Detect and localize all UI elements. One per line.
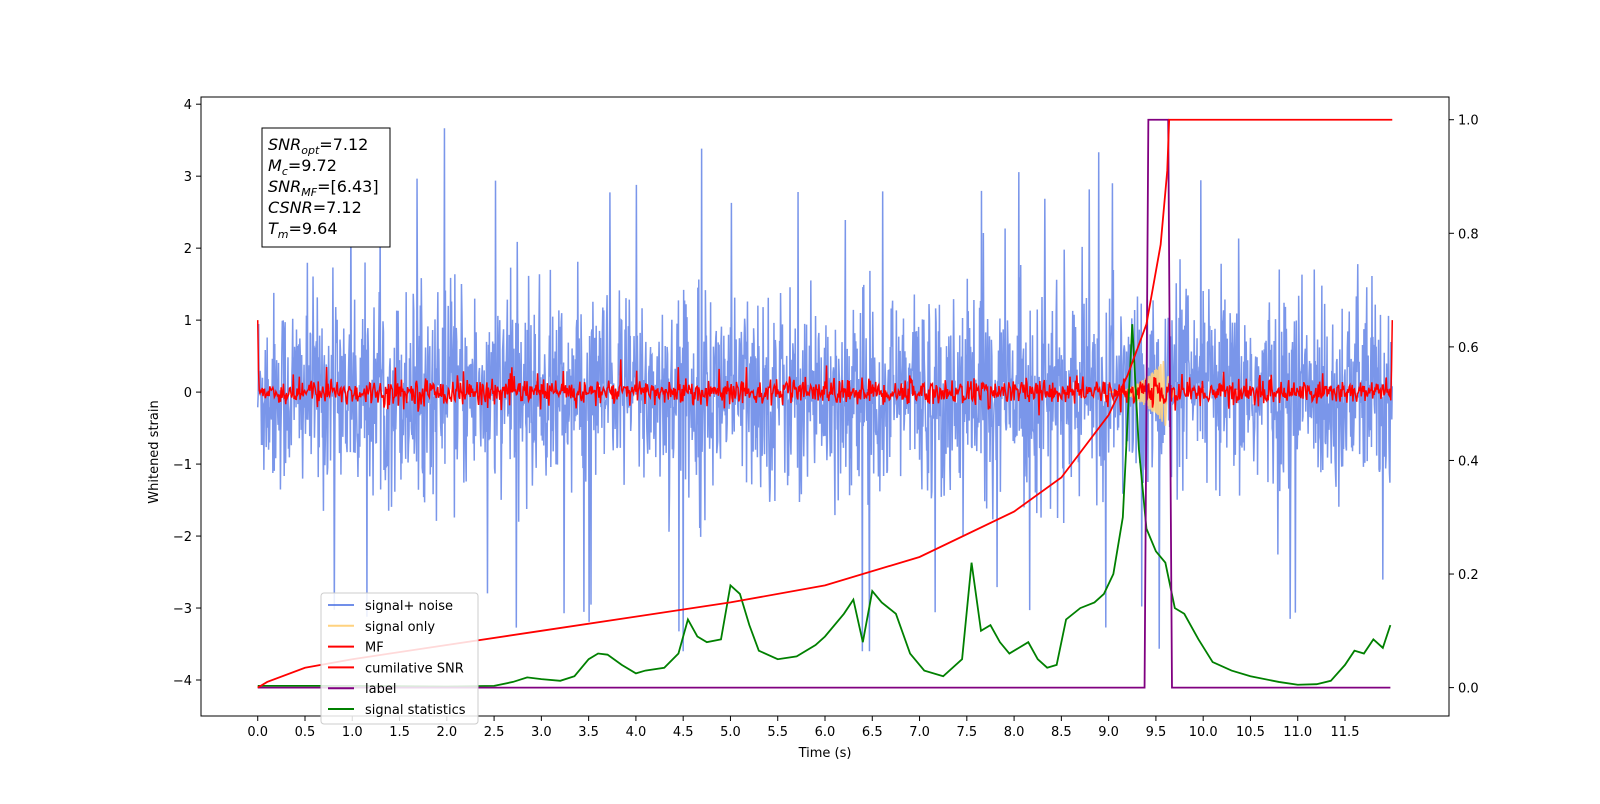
- x-tick-label: 10.5: [1236, 725, 1265, 740]
- x-tick-label: 0.0: [247, 725, 268, 740]
- stats-symbol: SNR: [268, 177, 301, 196]
- x-tick-label: 5.5: [767, 725, 788, 740]
- stats-symbol: T: [268, 219, 279, 238]
- legend-frame: [320, 592, 479, 725]
- stats-value: =9.72: [288, 156, 337, 175]
- stats-annotation-box: SNRopt=7.12Mc=9.72SNRMF=[6.43]CSNR=7.12T…: [261, 127, 391, 248]
- x-tick-label: 10.0: [1189, 725, 1218, 740]
- legend-label: MF: [365, 641, 384, 656]
- x-tick-label: 3.0: [531, 725, 552, 740]
- x-tick-label: 1.5: [389, 725, 410, 740]
- y-left-tick-label: −4: [173, 674, 192, 689]
- y-right-tick-label: 1.0: [1458, 114, 1479, 129]
- x-tick-label: 3.5: [578, 725, 599, 740]
- y-left-tick-label: −3: [173, 602, 192, 617]
- stats-value: =9.64: [289, 219, 338, 238]
- y-right-tick-label: 0.4: [1458, 454, 1479, 469]
- axes-layer: 0.0 0.5 1.0 1.5 2.0 2.5 3.0 3.5 4.0 4.5 5.0 5.5 6.0 6…: [173, 96, 1479, 740]
- stats-row: Mc=9.72: [268, 156, 337, 178]
- x-tick-label: 4.0: [626, 725, 647, 740]
- stats-symbol: M: [268, 156, 282, 175]
- plot-layer: [256, 118, 1394, 689]
- x-tick-label: 7.5: [956, 725, 977, 740]
- y-right-tick-label: 0.0: [1458, 682, 1479, 697]
- stats-row: CSNR=7.12: [268, 198, 362, 217]
- y-right-tick-label: 0.6: [1458, 341, 1479, 356]
- stats-row: Tm=9.64: [268, 219, 338, 241]
- y-right-tick-label: 0.2: [1458, 568, 1479, 583]
- y-left-tick-label: 0: [184, 386, 192, 401]
- stats-subscript: opt: [301, 144, 320, 157]
- x-tick-label: 6.5: [862, 725, 883, 740]
- x-tick-label: 5.0: [720, 725, 741, 740]
- legend-label: cumilative SNR: [365, 661, 464, 676]
- y-right-tick-label: 0.8: [1458, 227, 1479, 242]
- y-left-tick-label: −1: [173, 458, 192, 473]
- y-left-tick-label: −2: [173, 530, 192, 545]
- y-left-tick-label: 4: [184, 98, 192, 113]
- y-left-tick-label: 3: [184, 170, 192, 185]
- x-tick-label: 6.0: [815, 725, 836, 740]
- y-left-tick-label: 1: [184, 314, 192, 329]
- y-left-tick-label: 2: [184, 242, 192, 257]
- x-axis-label: Time (s): [798, 746, 852, 761]
- x-tick-label: 0.5: [295, 725, 316, 740]
- x-tick-label: 4.5: [673, 725, 694, 740]
- series-label-line: [257, 118, 1391, 689]
- legend-label: signal statistics: [365, 703, 466, 718]
- legend-label: label: [365, 682, 396, 697]
- stats-symbol: CSNR: [268, 198, 313, 217]
- x-tick-label: 9.5: [1146, 725, 1167, 740]
- x-tick-label: 7.0: [909, 725, 930, 740]
- stats-subscript: m: [278, 228, 289, 241]
- stats-box-frame: [261, 127, 391, 248]
- x-tick-label: 2.5: [484, 725, 505, 740]
- x-tick-label: 8.5: [1051, 725, 1072, 740]
- legend-label: signal only: [365, 620, 435, 635]
- x-tick-label: 11.0: [1283, 725, 1312, 740]
- x-tick-label: 2.0: [436, 725, 457, 740]
- legend: signal+ noise signal only MF cumilative SNR…: [320, 592, 479, 725]
- stats-value: =7.12: [319, 135, 368, 154]
- stats-row: SNRMF=[6.43]: [268, 177, 379, 199]
- stats-symbol: SNR: [268, 135, 301, 154]
- stats-subscript: c: [282, 165, 288, 178]
- x-tick-label: 8.0: [1004, 725, 1025, 740]
- series-mf-line: [256, 320, 1394, 416]
- y-axis-label: Whitened strain: [147, 400, 162, 503]
- series-signal-noise-line: [256, 128, 1394, 652]
- stats-row: SNRopt=7.12: [268, 135, 368, 157]
- stats-value: =7.12: [313, 198, 362, 217]
- x-tick-label: 1.0: [342, 725, 363, 740]
- stats-value: =[6.43]: [317, 177, 379, 196]
- legend-label: signal+ noise: [365, 599, 453, 614]
- series-signal-statistics-line: [257, 324, 1392, 688]
- x-tick-label: 9.0: [1098, 725, 1119, 740]
- stats-subscript: MF: [301, 186, 317, 199]
- plot-area: [256, 118, 1394, 689]
- x-tick-label: 11.5: [1331, 725, 1360, 740]
